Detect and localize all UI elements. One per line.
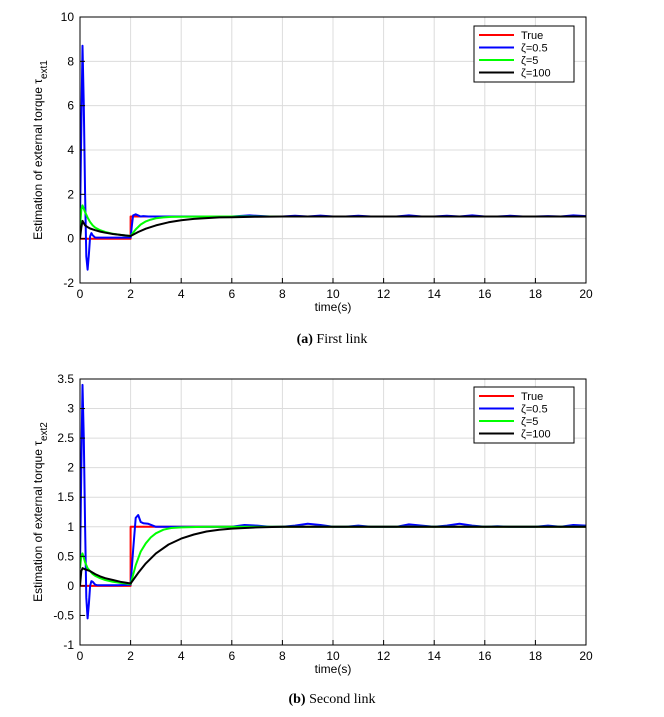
legend-label: True: [521, 391, 543, 403]
x-tick-label: 4: [178, 287, 185, 301]
y-tick-label: 0.5: [57, 549, 74, 563]
caption-b-text: Second link: [309, 692, 376, 707]
y-tick-label: 3: [67, 402, 74, 416]
y-tick-label: 1.5: [57, 490, 74, 504]
y-tick-label: 0: [67, 579, 74, 593]
series-line-3: [80, 215, 586, 239]
x-tick-label: 12: [377, 287, 391, 301]
y-tick-label: -2: [63, 276, 74, 290]
y-tick-label: 4: [67, 143, 74, 157]
x-tick-label: 12: [377, 649, 391, 663]
chart-panel-b: 0 2 4 6 8 10 12 14 16 18 20 -1 -0.5 0 0.5 1 1.5 2 2.5 3 3.5 t…: [31, 372, 593, 676]
caption-a-label: (a): [296, 332, 313, 347]
series-group: [80, 44, 586, 271]
y-tick-label: 2.5: [57, 431, 74, 445]
legend-label: ζ=100: [521, 429, 551, 441]
caption-a-text: First link: [316, 332, 368, 347]
y-tick-label: 2: [67, 187, 74, 201]
y-tick-label: 2: [67, 461, 74, 475]
legend-label: True: [521, 30, 543, 42]
y-tick-label: 10: [61, 10, 75, 24]
caption-b-label: (b): [288, 692, 306, 707]
x-tick-label: 14: [428, 287, 442, 301]
x-tick-label: 8: [279, 287, 286, 301]
legend-label: ζ=0.5: [521, 43, 548, 55]
y-tick-label: 8: [67, 54, 74, 68]
x-tick-label: 10: [326, 649, 340, 663]
x-axis-label: time(s): [315, 662, 352, 676]
x-tick-label: 20: [579, 287, 593, 301]
x-tick-label: 4: [178, 649, 185, 663]
x-tick-label: 6: [228, 287, 235, 301]
x-tick-label: 18: [529, 649, 543, 663]
legend-label: ζ=100: [521, 68, 551, 80]
caption-second-link: (b) Second link: [0, 692, 664, 708]
x-tick-label: 10: [326, 287, 340, 301]
x-tick-label: 8: [279, 649, 286, 663]
y-tick-label: 6: [67, 99, 74, 113]
x-tick-label: 20: [579, 649, 593, 663]
legend-label: ζ=5: [521, 416, 538, 428]
chart-panel-a: 0 2 4 6 8 10 12 14 16 18 20-20246810time(s)Estimat…: [31, 10, 593, 314]
x-tick-label: 0: [77, 287, 84, 301]
x-tick-label: 18: [529, 287, 543, 301]
y-tick-label: 3.5: [57, 372, 74, 386]
x-tick-label: 16: [478, 287, 492, 301]
y-axis-label-subscript: ext1: [39, 60, 50, 79]
legend-label: ζ=0.5: [521, 404, 548, 416]
legend-label: ζ=5: [521, 55, 538, 67]
series-group: [80, 383, 586, 620]
y-axis-label: Estimation of external torque τext2: [31, 422, 50, 602]
series-line-3: [80, 525, 586, 586]
y-tick-label: -1: [63, 638, 74, 652]
x-tick-label: 6: [228, 649, 235, 663]
y-tick-label: 1: [67, 520, 74, 534]
x-tick-label: 14: [428, 649, 442, 663]
y-axis-label: Estimation of external torque τext1: [31, 60, 50, 240]
x-tick-label: 16: [478, 649, 492, 663]
x-tick-label: 2: [127, 287, 134, 301]
x-tick-label: 0: [77, 649, 84, 663]
x-axis-label: time(s): [315, 300, 352, 314]
x-tick-label: 2: [127, 649, 134, 663]
caption-first-link: (a) First link: [0, 332, 664, 348]
y-tick-label: 0: [67, 232, 74, 246]
y-axis-label-subscript: ext2: [39, 422, 50, 441]
y-tick-label: -0.5: [53, 608, 74, 622]
